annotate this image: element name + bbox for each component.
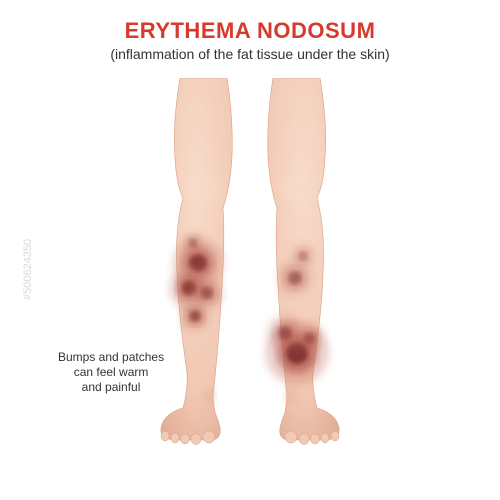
- legs-illustration: [135, 78, 365, 478]
- stock-watermark: #500624350: [22, 239, 34, 300]
- diagram-subtitle: (inflammation of the fat tissue under th…: [0, 46, 500, 62]
- diagram-title: ERYTHEMA NODOSUM: [0, 0, 500, 44]
